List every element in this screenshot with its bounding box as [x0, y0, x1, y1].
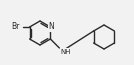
Text: Br: Br: [11, 22, 20, 31]
Text: NH: NH: [60, 48, 71, 54]
Text: N: N: [48, 22, 54, 31]
